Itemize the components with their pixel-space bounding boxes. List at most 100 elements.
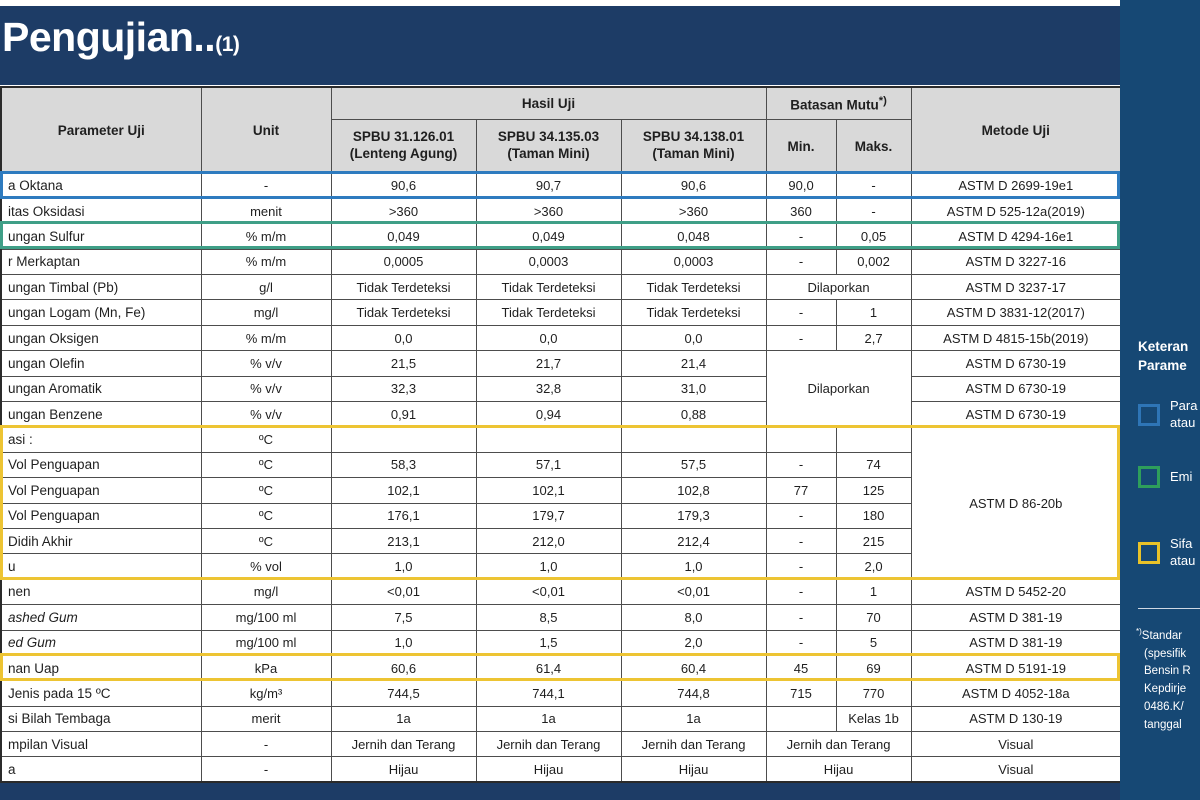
value-cell: 0,0 <box>475 324 622 352</box>
value-cell <box>330 426 477 453</box>
value-cell: 7,5 <box>330 604 477 631</box>
table-row: Vol Penguapan ºC 102,1 102,1 102,8 77 12… <box>0 477 1121 504</box>
param-cell: asi : <box>0 426 202 453</box>
method-cell: ASTM D 4052-18a <box>910 680 1122 707</box>
min-cell: - <box>765 248 837 276</box>
col-header-maks: Maks. <box>835 118 912 174</box>
limit-merged-cell: Hijau <box>765 756 912 783</box>
value-cell <box>620 426 767 453</box>
legend-item-blue-label: Para atau <box>1170 398 1197 432</box>
spbu2-line2: (Taman Mini) <box>507 146 590 161</box>
unit-cell: kg/m³ <box>200 680 332 707</box>
bottom-bar <box>0 782 1200 800</box>
page-title-main: Pengujian.. <box>2 14 216 60</box>
param-cell: r Merkaptan <box>0 248 202 276</box>
min-cell: 77 <box>765 477 837 504</box>
value-cell: 60,4 <box>620 654 767 682</box>
maks-cell: - <box>835 172 912 199</box>
min-cell: 45 <box>765 654 837 682</box>
value-cell: 31,0 <box>620 375 767 403</box>
table-row: r Merkaptan % m/m 0,0005 0,0003 0,0003 -… <box>0 248 1122 276</box>
value-cell <box>475 426 622 453</box>
legend-item-blue: Para atau <box>1138 398 1197 432</box>
green-square-icon <box>1138 466 1160 488</box>
min-cell: - <box>765 502 837 529</box>
value-cell: 0,0003 <box>620 248 767 276</box>
col-header-spbu2: SPBU 34.135.03 (Taman Mini) <box>475 118 622 174</box>
legend-yellow-line1: Sifa <box>1170 536 1193 551</box>
spbu1-line2: (Lenteng Agung) <box>349 146 458 161</box>
method-cell: ASTM D 2699-19e1 <box>910 172 1122 199</box>
maks-cell: - <box>835 197 912 225</box>
sidebar: Keteran Parame Para atau Emi Sifa atau *… <box>1120 0 1200 800</box>
legend-green-line1: Emi <box>1170 468 1193 484</box>
unit-cell: mg/100 ml <box>200 629 332 656</box>
value-cell: 32,3 <box>330 375 477 403</box>
footnote-marker: *) <box>1136 627 1142 636</box>
param-cell: Didih Akhir <box>0 527 202 555</box>
col-header-spbu3: SPBU 34.138.01 (Taman Mini) <box>620 118 767 174</box>
table-row: ungan Timbal (Pb) g/l Tidak Terdeteksi T… <box>0 274 1122 301</box>
footnote-line: 0486.K/ <box>1144 701 1184 714</box>
value-cell: >360 <box>475 197 622 225</box>
value-cell: 179,7 <box>475 502 622 529</box>
param-cell: si Bilah Tembaga <box>0 705 202 733</box>
limit-merged-cell: Dilaporkan <box>765 274 912 301</box>
spbu2-line1: SPBU 34.135.03 <box>497 129 600 145</box>
value-cell: 0,049 <box>330 223 477 250</box>
unit-cell: ºC <box>200 451 332 479</box>
legend-item-green-label: Emi <box>1170 469 1192 486</box>
maks-cell: 0,05 <box>835 223 912 250</box>
value-cell: 21,4 <box>620 350 767 377</box>
maks-cell: 215 <box>835 527 912 555</box>
value-cell: 60,6 <box>330 654 477 682</box>
table-row: Vol Penguapan ºC 58,3 57,1 57,5 - 74 <box>0 451 1121 479</box>
method-cell: ASTM D 5452-20 <box>910 578 1122 606</box>
value-cell: 744,1 <box>475 680 622 707</box>
param-cell: ungan Sulfur <box>0 223 202 250</box>
value-cell: 0,0 <box>330 324 477 352</box>
method-cell: ASTM D 4815-15b(2019) <box>910 324 1122 352</box>
min-cell <box>765 705 837 733</box>
value-cell: <0,01 <box>620 578 767 606</box>
yellow-square-icon <box>1138 541 1160 564</box>
param-cell: nan Uap <box>0 654 202 682</box>
method-cell: ASTM D 86-20b <box>910 426 1122 580</box>
header-row-1: Parameter Uji Unit Hasil Uji Batasan Mut… <box>0 86 1122 174</box>
value-cell: 90,6 <box>330 172 477 199</box>
unit-cell: - <box>200 756 332 783</box>
value-cell: 0,94 <box>475 401 622 428</box>
value-cell: 0,0005 <box>330 248 477 276</box>
table-row: nan Uap kPa 60,6 61,4 60,4 45 69 ASTM D … <box>0 654 1122 682</box>
table-row: mpilan Visual - Jernih dan Terang Jernih… <box>0 731 1122 758</box>
spbu3-line2: (Taman Mini) <box>652 146 735 161</box>
col-header-metode: Metode Uji <box>910 86 1122 174</box>
table-row: ungan Oksigen % m/m 0,0 0,0 0,0 - 2,7 AS… <box>0 324 1122 352</box>
legend-blue-line1: Para <box>1170 398 1198 413</box>
value-cell: 1,0 <box>620 553 767 580</box>
value-cell: 102,1 <box>330 477 477 504</box>
value-cell: 0,91 <box>330 401 477 428</box>
value-cell: 1,5 <box>475 629 622 656</box>
maks-cell: 2,7 <box>835 324 912 352</box>
param-cell: Jenis pada 15 ºC <box>0 680 202 707</box>
unit-cell: ºC <box>200 502 332 529</box>
value-cell: >360 <box>330 197 477 225</box>
min-cell: 90,0 <box>765 172 837 199</box>
min-cell <box>765 426 837 453</box>
method-cell: ASTM D 525-12a(2019) <box>910 197 1122 225</box>
param-cell: ed Gum <box>0 629 202 656</box>
results-table: Parameter Uji Unit Hasil Uji Batasan Mut… <box>0 86 1123 784</box>
legend-item-green: Emi <box>1138 466 1192 488</box>
value-cell: Tidak Terdeteksi <box>620 274 767 301</box>
param-cell: mpilan Visual <box>0 731 202 758</box>
spbu3-line1: SPBU 34.138.01 <box>642 129 745 145</box>
footnote-line: Kepdirje <box>1144 683 1187 696</box>
value-cell: 1a <box>475 705 622 733</box>
sidebar-heading-line1: Keteran <box>1138 339 1189 354</box>
value-cell: <0,01 <box>330 578 477 606</box>
table-row: ungan Logam (Mn, Fe) mg/l Tidak Terdetek… <box>0 299 1122 326</box>
value-cell: 0,048 <box>620 223 767 250</box>
value-cell: 1,0 <box>330 629 477 656</box>
value-cell: 102,8 <box>620 477 767 504</box>
